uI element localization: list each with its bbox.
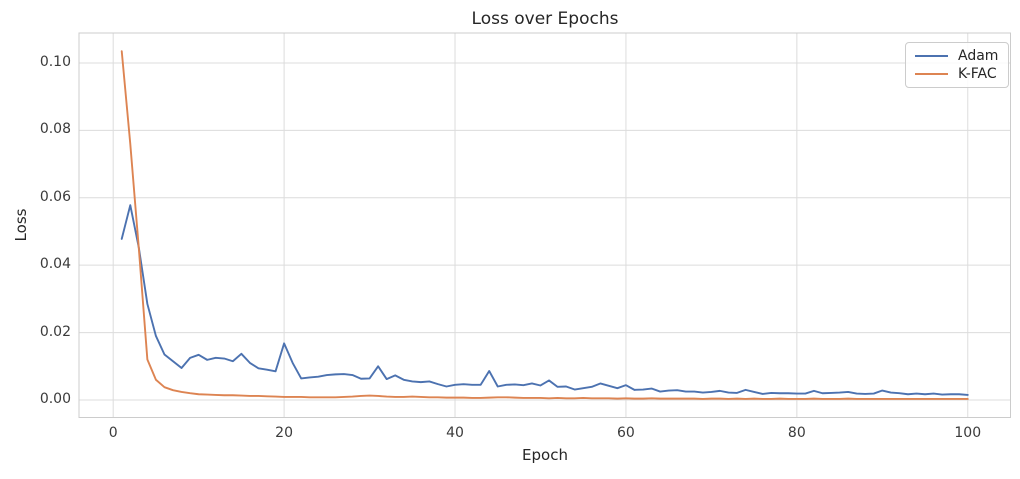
plot-frame (78, 32, 1011, 418)
x-tick-label: 80 (787, 425, 806, 441)
y-tick-label: 0.10 (39, 53, 71, 70)
kfac-line (120, 50, 969, 400)
y-axis-label: Loss (12, 208, 30, 242)
y-tick-label: 0.08 (39, 121, 71, 138)
y-tick-label: 0.06 (39, 188, 71, 205)
x-axis-label: Epoch (522, 446, 568, 464)
legend-item-kfac: K-FAC (915, 65, 1000, 83)
legend: Adam K-FAC (905, 42, 1009, 88)
adam-line-swatch (915, 55, 948, 57)
x-tick-label: 20 (275, 425, 294, 441)
kfac-line-swatch (915, 73, 948, 75)
y-tick-label: 0.00 (39, 390, 71, 407)
x-tick-label: 60 (617, 425, 635, 441)
legend-item-adam: Adam (915, 47, 1000, 65)
y-tick-label: 0.02 (39, 323, 71, 340)
legend-label-kfac: K-FAC (958, 66, 997, 82)
x-tick-label: 0 (108, 425, 118, 441)
x-tick-label: 100 (954, 425, 982, 441)
gridlines (79, 33, 1011, 418)
adam-line (120, 204, 969, 396)
series-lines (120, 50, 969, 400)
legend-label-adam: Adam (958, 48, 999, 64)
y-tick-label: 0.04 (39, 256, 71, 273)
chart-title: Loss over Epochs (471, 9, 619, 29)
x-tick-label: 40 (446, 425, 464, 441)
